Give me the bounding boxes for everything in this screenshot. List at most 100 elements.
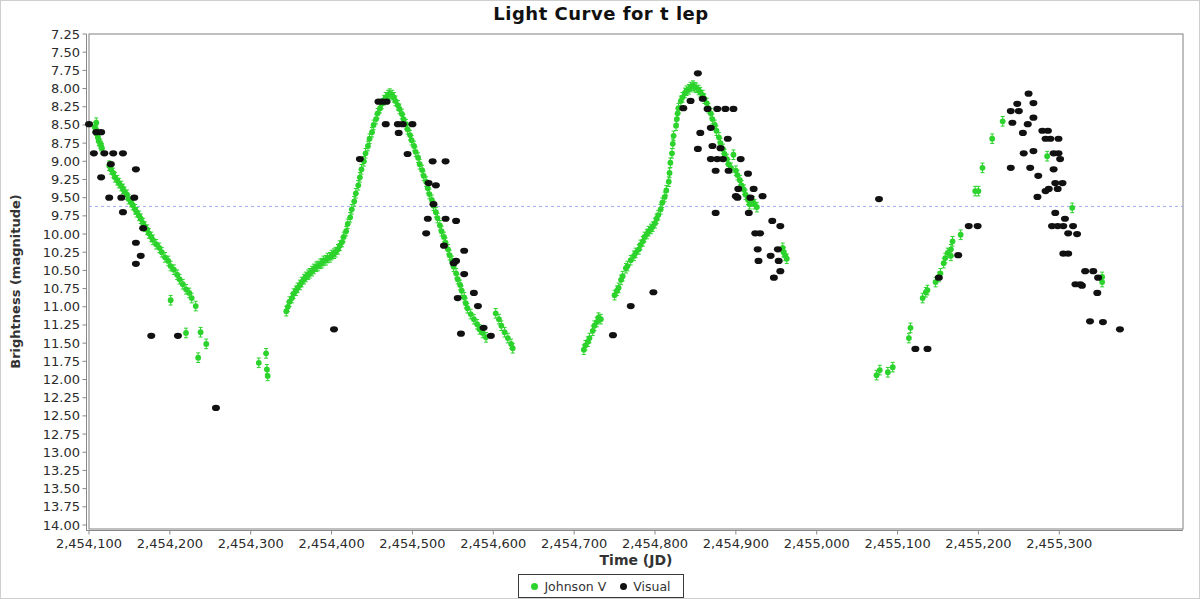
y-tick-label: 9.00 [51, 154, 80, 169]
data-point-visual [1034, 173, 1042, 179]
data-point-visual [383, 99, 391, 105]
y-tick-label: 9.75 [51, 208, 80, 223]
data-point-visual [1008, 120, 1016, 126]
y-tick-label: 7.50 [51, 45, 80, 60]
y-tick-label: 10.75 [43, 281, 80, 296]
data-point-visual [1093, 290, 1101, 296]
x-tick-label: 2,454,800 [622, 536, 688, 551]
data-point-visual [732, 193, 740, 199]
data-point-visual [1042, 188, 1050, 194]
data-point-visual [754, 246, 762, 252]
data-point-visual [609, 332, 617, 338]
data-point-visual [1069, 223, 1077, 229]
series-visual [85, 70, 1124, 411]
x-tick-label: 2,455,100 [864, 536, 930, 551]
series-johnson-v [92, 81, 1105, 381]
data-point-visual [1044, 128, 1052, 134]
data-point-visual [1099, 319, 1107, 325]
data-point-visual [460, 271, 468, 277]
data-point-visual [745, 210, 753, 216]
data-point-visual [1013, 101, 1021, 107]
data-point-johnson-v [183, 330, 189, 336]
data-point-visual [974, 223, 982, 229]
data-point-visual [90, 150, 98, 156]
data-point-visual [356, 156, 364, 162]
data-point-visual [404, 151, 412, 157]
x-tick-label: 2,455,200 [945, 536, 1011, 551]
data-point-johnson-v [920, 295, 926, 301]
y-tick-label: 7.25 [51, 27, 80, 42]
data-point-visual [399, 121, 407, 127]
data-point-visual [1015, 108, 1023, 114]
x-tick-label: 2,455,300 [1026, 536, 1092, 551]
data-point-visual [1029, 100, 1037, 106]
x-tick-label: 2,454,700 [541, 536, 607, 551]
data-point-visual [1054, 150, 1062, 156]
data-point-visual [1020, 150, 1028, 156]
data-point-visual [130, 195, 138, 201]
y-tick-label: 12.25 [43, 390, 80, 405]
data-point-johnson-v [355, 182, 361, 188]
data-point-visual [875, 196, 883, 202]
data-point-visual [100, 150, 108, 156]
data-point-visual [132, 261, 140, 267]
data-point-visual [923, 346, 931, 352]
data-point-visual [132, 240, 140, 246]
y-tick-label: 8.50 [51, 117, 80, 132]
data-point-visual [440, 243, 448, 249]
data-point-johnson-v [193, 303, 199, 309]
data-point-johnson-v [1044, 153, 1050, 159]
data-point-johnson-v [674, 116, 680, 122]
data-point-johnson-v [347, 214, 353, 220]
data-point-visual [119, 150, 127, 156]
data-point-visual [694, 70, 702, 76]
data-point-johnson-v [890, 364, 896, 370]
data-point-johnson-v [989, 136, 995, 142]
data-point-visual [721, 106, 729, 112]
data-point-visual [139, 225, 147, 231]
data-point-visual [97, 174, 105, 180]
data-point-johnson-v [616, 285, 622, 291]
data-point-visual [1064, 251, 1072, 257]
data-point-visual [119, 209, 127, 215]
data-point-visual [1054, 186, 1062, 192]
data-point-visual [470, 290, 478, 296]
data-point-visual [107, 161, 115, 167]
y-tick-label: 10.00 [43, 227, 80, 242]
data-point-johnson-v [670, 141, 676, 147]
data-point-visual [457, 331, 465, 337]
data-point-visual [137, 253, 145, 259]
data-point-johnson-v [505, 335, 511, 341]
data-point-johnson-v [667, 160, 673, 166]
data-point-visual [1051, 210, 1059, 216]
data-point-visual [1116, 326, 1124, 332]
data-point-visual [1064, 230, 1072, 236]
x-tick-label: 2,454,400 [298, 536, 364, 551]
x-tick-label: 2,454,600 [460, 536, 526, 551]
data-point-johnson-v [885, 369, 891, 375]
data-point-johnson-v [667, 170, 673, 176]
data-point-johnson-v [925, 287, 931, 293]
data-point-visual [1086, 318, 1094, 324]
data-point-visual [756, 230, 764, 236]
data-point-visual [1050, 166, 1058, 172]
visual-marker-icon [620, 583, 627, 590]
data-point-johnson-v [256, 360, 262, 366]
data-point-visual [1073, 231, 1081, 237]
data-point-johnson-v [784, 256, 790, 262]
y-tick-label: 13.75 [43, 499, 80, 514]
data-point-visual [746, 195, 754, 201]
x-tick-label: 2,454,500 [379, 536, 445, 551]
legend: Johnson V Visual [1, 574, 1200, 598]
data-point-visual [694, 146, 702, 152]
data-point-visual [442, 158, 450, 164]
data-point-visual [1029, 115, 1037, 121]
data-point-johnson-v [203, 341, 209, 347]
data-point-johnson-v [195, 355, 201, 361]
data-point-johnson-v [976, 188, 982, 194]
data-point-johnson-v [168, 297, 174, 303]
data-point-visual [1019, 130, 1027, 136]
data-point-visual [474, 303, 482, 309]
x-tick-label: 2,455,000 [784, 536, 850, 551]
data-point-johnson-v [93, 120, 99, 126]
